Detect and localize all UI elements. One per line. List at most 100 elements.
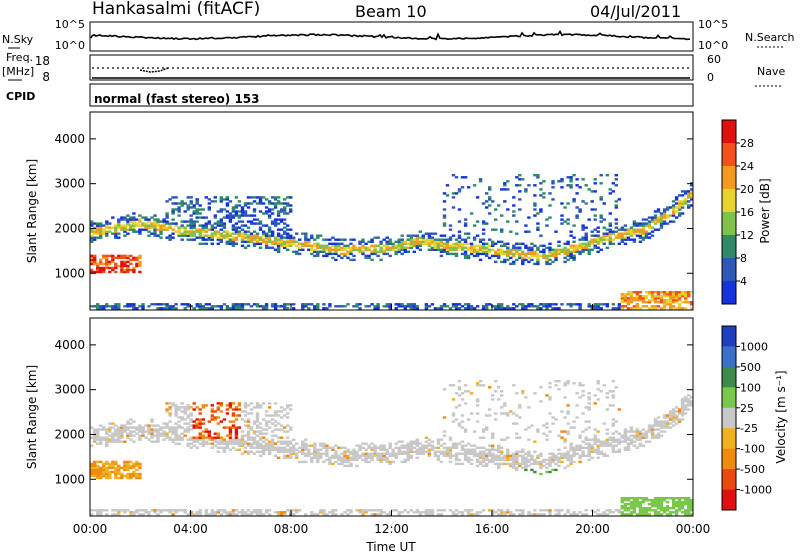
heatmap-cell	[255, 414, 260, 417]
heatmap-cell	[186, 303, 190, 306]
heatmap-cell	[472, 248, 477, 251]
heatmap-cell	[301, 305, 305, 308]
heatmap-cell	[174, 404, 178, 407]
heatmap-cell	[346, 252, 350, 256]
heatmap-cell	[117, 470, 121, 474]
heatmap-cell	[635, 503, 640, 506]
heatmap-cell	[334, 242, 338, 245]
heatmap-cell	[684, 501, 688, 504]
nsky-panel: N.Sky 10^5 10^0 10^5 10^0 N.Search	[2, 18, 795, 52]
heatmap-cell	[231, 236, 236, 239]
heatmap-cell	[93, 474, 97, 478]
heatmap-cell	[261, 232, 266, 235]
heatmap-cell	[554, 418, 558, 421]
heatmap-cell	[331, 456, 335, 459]
heatmap-cell	[105, 513, 109, 516]
heatmap-cell	[90, 474, 94, 478]
heatmap-cell	[120, 509, 124, 512]
heatmap-cell	[530, 468, 534, 472]
heatmap-cell	[575, 244, 579, 247]
heatmap-cell	[439, 234, 444, 237]
heatmap-cell	[611, 444, 615, 447]
heatmap-cell	[557, 388, 561, 391]
heatmap-cell	[445, 238, 450, 241]
heatmap-cell	[448, 246, 453, 249]
heatmap-cell	[659, 299, 664, 302]
heatmap-cell	[289, 228, 293, 231]
heatmap-cell	[524, 458, 528, 462]
heatmap-cell	[213, 222, 217, 225]
heatmap-cell	[126, 472, 130, 476]
heatmap-cell	[687, 196, 691, 199]
colorbar-segment	[722, 281, 736, 305]
heatmap-cell	[129, 262, 133, 266]
heatmap-cell	[168, 511, 172, 514]
heatmap-cell	[687, 404, 691, 407]
heatmap-cell	[566, 250, 570, 253]
heatmap-cell	[605, 396, 609, 399]
heatmap-cell	[225, 214, 230, 217]
heatmap-cell	[545, 260, 549, 264]
heatmap-cell	[674, 301, 679, 304]
heatmap-cell	[207, 206, 211, 209]
heatmap-cell	[503, 250, 507, 253]
heatmap-cell	[192, 226, 196, 229]
heatmap-cell	[506, 511, 510, 514]
heatmap-cell	[213, 230, 217, 233]
heatmap-cell	[475, 452, 480, 455]
heatmap-cell	[270, 303, 275, 306]
heatmap-cell	[605, 432, 609, 435]
heatmap-cell	[418, 452, 422, 455]
heatmap-cell	[222, 426, 227, 429]
heatmap-cell	[337, 244, 341, 247]
heatmap-cell	[536, 262, 540, 266]
heatmap-cell	[322, 452, 326, 455]
heatmap-cell	[500, 240, 504, 243]
heatmap-cell	[147, 513, 151, 516]
heatmap-cell	[647, 499, 652, 502]
heatmap-cell	[90, 228, 94, 231]
heatmap-cell	[165, 222, 169, 225]
heatmap-cell	[500, 305, 504, 308]
heatmap-cell	[243, 424, 248, 427]
heatmap-cell	[328, 446, 332, 449]
heatmap-cell	[527, 303, 531, 306]
heatmap-cell	[325, 454, 329, 457]
heatmap-cell	[276, 244, 281, 247]
heatmap-cell	[225, 446, 230, 449]
heatmap-cell	[364, 448, 368, 451]
heatmap-cell	[132, 420, 136, 423]
heatmap-cell	[258, 222, 263, 225]
heatmap-cell	[132, 212, 136, 215]
heatmap-cell	[225, 196, 230, 199]
heatmap-cell	[596, 380, 600, 383]
heatmap-cell	[500, 244, 504, 247]
heatmap-cell	[231, 216, 236, 219]
heatmap-cell	[340, 252, 344, 256]
heatmap-cell	[207, 222, 211, 225]
heatmap-cell	[602, 513, 606, 516]
heatmap-cell	[195, 198, 199, 201]
heatmap-cell	[349, 248, 353, 251]
heatmap-cell	[687, 293, 691, 296]
heatmap-cell	[433, 242, 438, 245]
heatmap-cell	[518, 190, 522, 193]
heatmap-cell	[255, 426, 260, 429]
heatmap-cell	[292, 307, 296, 310]
heatmap-cell	[379, 246, 383, 249]
heatmap-cell	[563, 416, 567, 419]
heatmap-cell	[246, 418, 251, 421]
heatmap-cell	[563, 430, 567, 433]
heatmap-cell	[283, 246, 287, 249]
heatmap-cell	[406, 511, 410, 514]
heatmap-cell	[448, 438, 453, 441]
heatmap-cell	[135, 472, 139, 476]
heatmap-cell	[454, 252, 459, 256]
heatmap-cell	[533, 250, 537, 253]
heatmap-cell	[361, 238, 365, 241]
heatmap-cell	[343, 248, 347, 251]
heatmap-cell	[93, 438, 97, 441]
heatmap-cell	[114, 466, 118, 470]
heatmap-cell	[349, 246, 353, 249]
